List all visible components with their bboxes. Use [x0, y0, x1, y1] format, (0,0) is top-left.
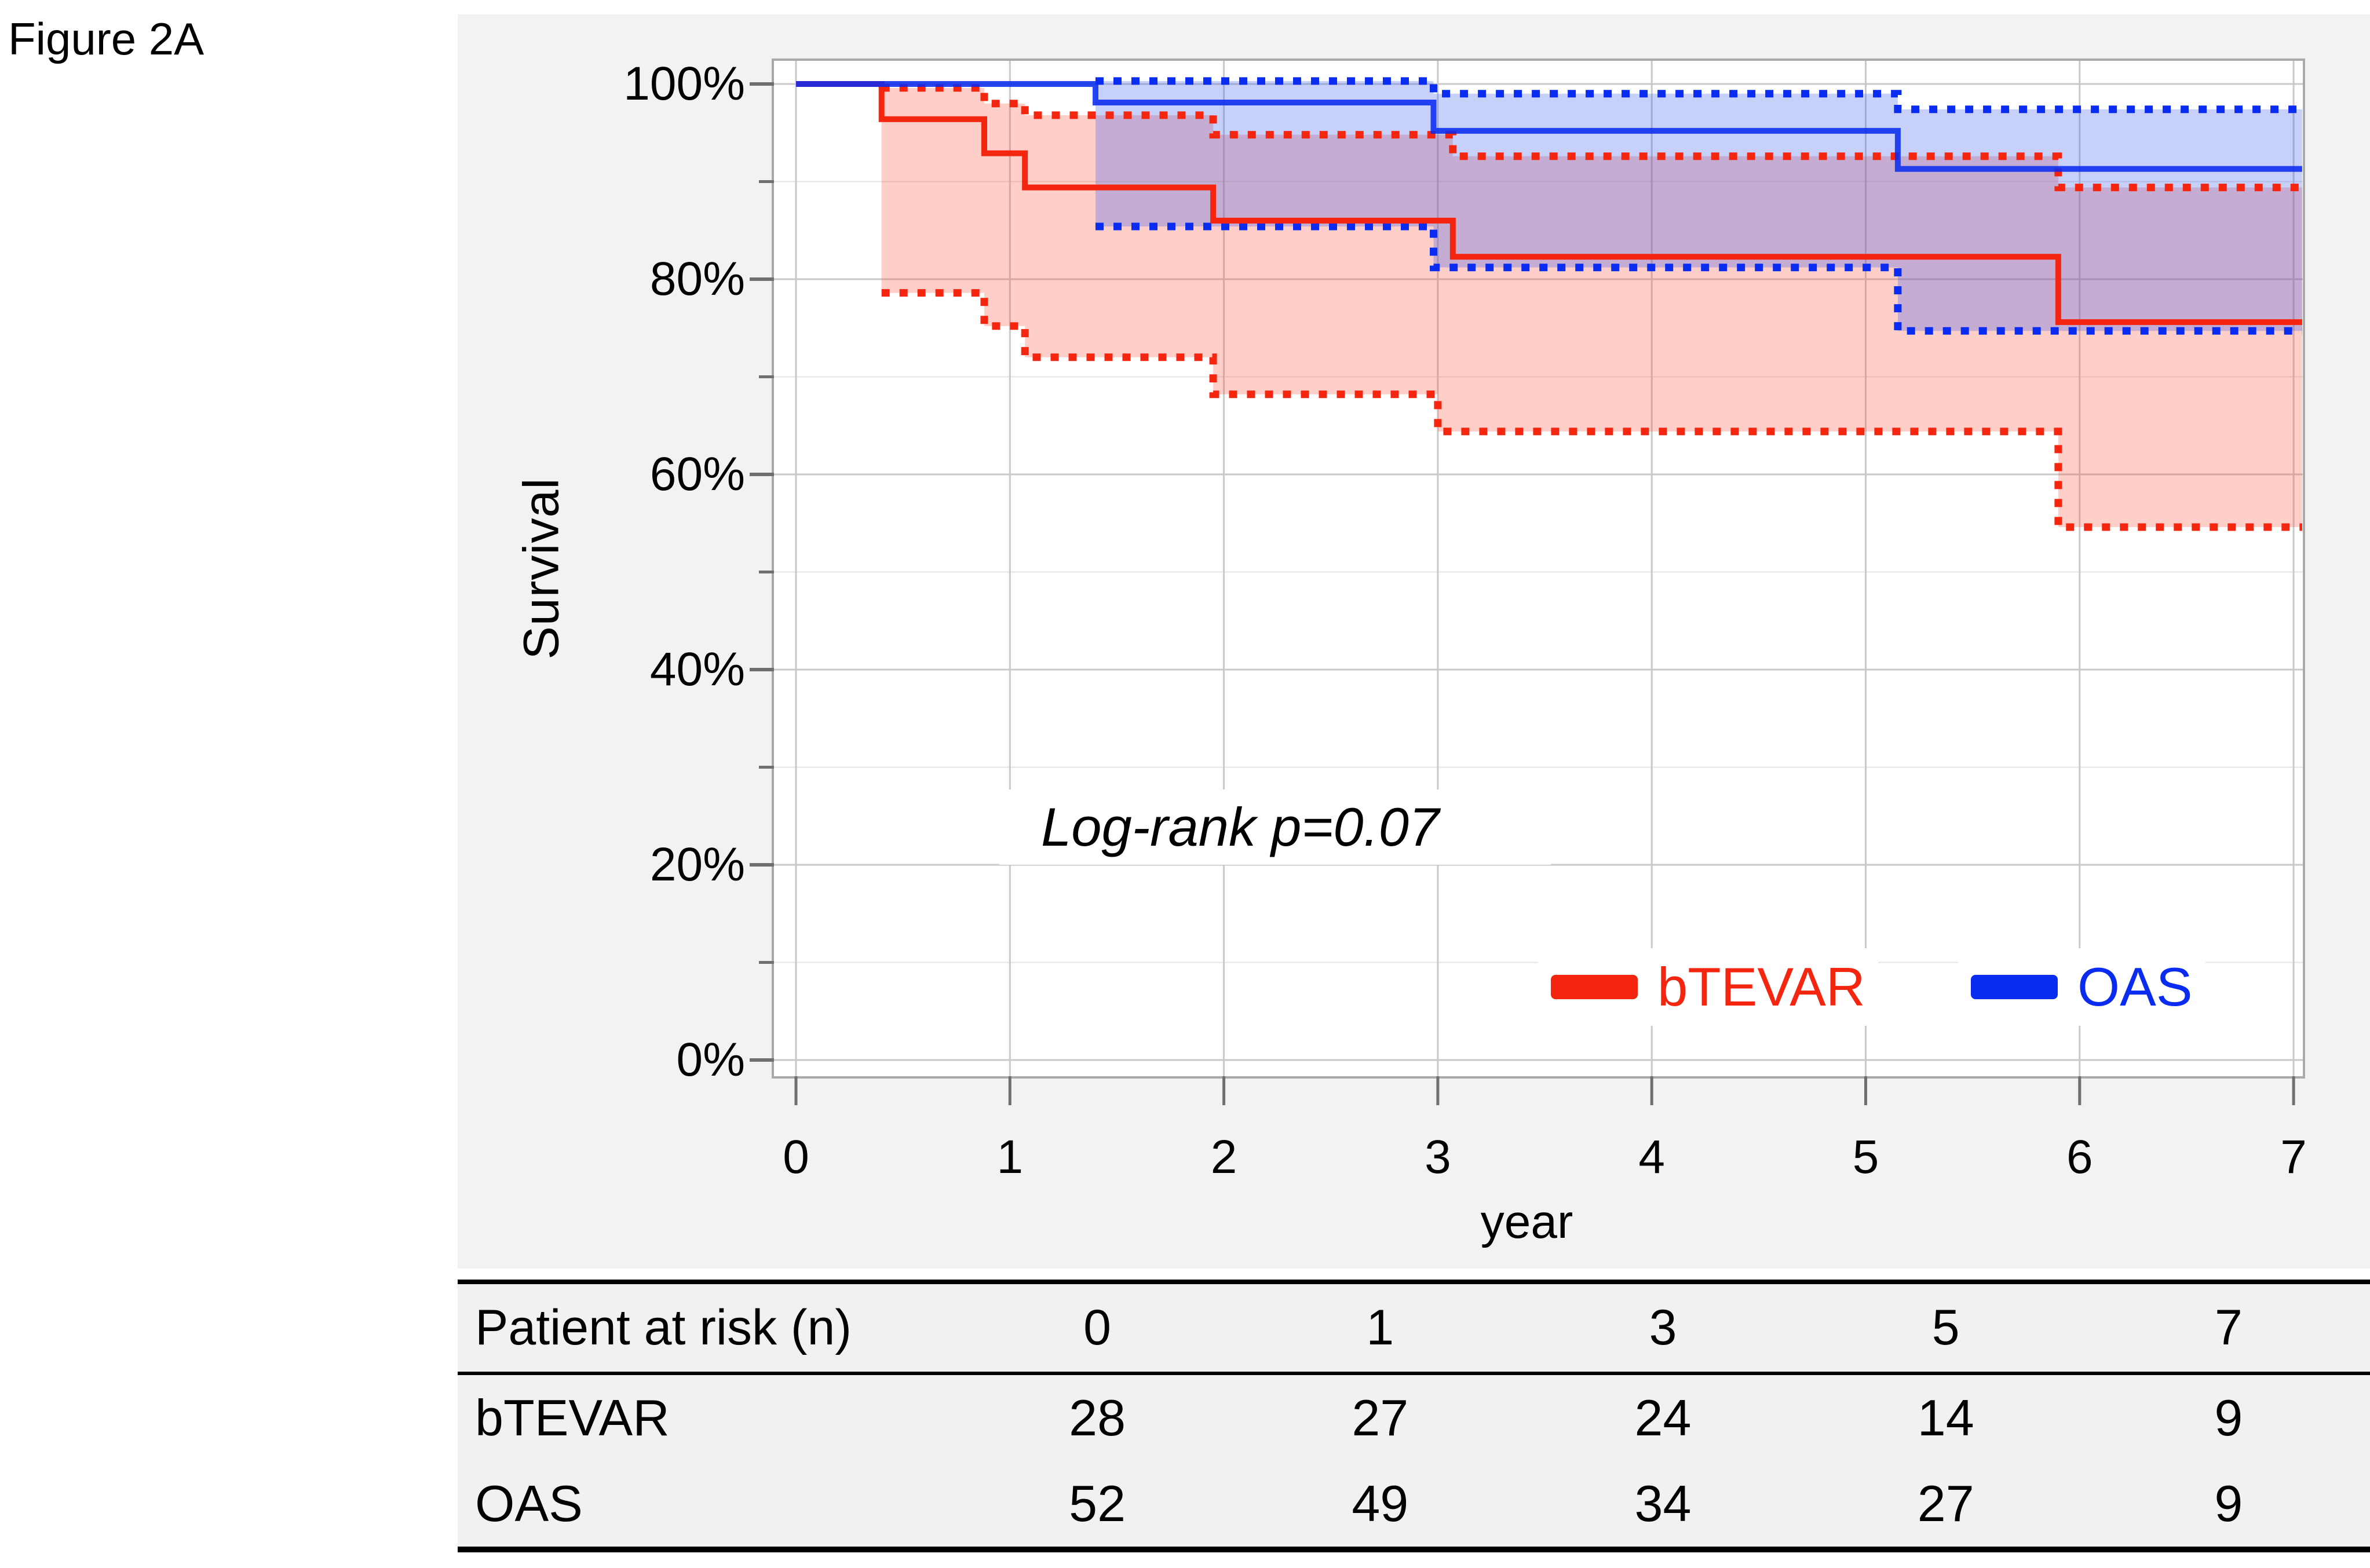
risk-table-time-col: 7 [2214, 1300, 2243, 1355]
ci-lower-bTEVAR [881, 289, 2302, 531]
risk-count: 27 [1352, 1389, 1409, 1446]
risk-count: 49 [1352, 1475, 1409, 1532]
y-axis-title-wrap: Survival [492, 61, 591, 1076]
ci-upper-bTEVAR [881, 84, 2302, 192]
y-tick-label: 20% [649, 838, 745, 891]
x-tick-label: 2 [1210, 1131, 1237, 1183]
risk-row-label: bTEVAR [475, 1389, 670, 1446]
x-tick-label: 3 [1425, 1131, 1451, 1183]
y-tick-label: 100% [623, 57, 745, 110]
x-axis-title: year [1480, 1196, 1573, 1248]
figure-title: Figure 2A [8, 13, 205, 64]
y-tick-label: 40% [649, 643, 745, 696]
y-tick-label: 80% [649, 253, 745, 305]
risk-table-body: bTEVAR 28 27 24 14 9 OAS 52 49 34 27 9 [458, 1375, 2370, 1547]
risk-table-time-col: 5 [1931, 1300, 1960, 1355]
risk-table-time-col: 0 [1083, 1300, 1112, 1355]
x-tick-label: 4 [1638, 1131, 1665, 1183]
x-tick-label: 6 [2066, 1131, 2093, 1183]
risk-table-time-col: 3 [1649, 1300, 1677, 1355]
x-tick-label: 1 [996, 1131, 1024, 1183]
plot-area [750, 59, 2305, 1105]
annotation-logrank: Log-rank p=0.07 [999, 790, 1551, 865]
risk-count: 52 [1069, 1475, 1126, 1532]
x-tick-label: 5 [1852, 1131, 1879, 1183]
ci-band-bTEVAR [881, 87, 2302, 527]
x-tick-label: 7 [2280, 1131, 2307, 1183]
y-axis-title: Survival [513, 477, 569, 660]
risk-count: 34 [1634, 1475, 1692, 1532]
legend-label-OAS: OAS [2077, 956, 2193, 1017]
x-tick-label: 0 [783, 1131, 809, 1183]
km-line-OAS [796, 81, 2302, 172]
legend-swatch-bTEVAR [1551, 975, 1638, 999]
y-tick-label: 0% [676, 1033, 745, 1086]
legend-item-OAS: OAS [1958, 948, 2205, 1026]
risk-count: 9 [2214, 1389, 2243, 1446]
km-line-bTEVAR [796, 81, 2302, 326]
ci-lower-OAS [1095, 222, 2302, 335]
ci-upper-OAS [1095, 77, 2302, 114]
risk-table-row-bTEVAR: bTEVAR 28 27 24 14 9 [458, 1375, 2370, 1461]
legend-label-bTEVAR: bTEVAR [1657, 956, 1865, 1017]
risk-count: 9 [2214, 1475, 2243, 1532]
risk-table-title: Patient at risk (n) [475, 1300, 852, 1355]
risk-table: Patient at risk (n) 0 1 3 5 7 bTEVAR 28 27 24 14 9… [458, 1280, 2370, 1552]
risk-count: 14 [1917, 1389, 1974, 1446]
risk-table-time-col: 1 [1366, 1300, 1394, 1355]
risk-table-row-OAS: OAS 52 49 34 27 9 [458, 1461, 2370, 1547]
legend-item-bTEVAR: bTEVAR [1538, 948, 1878, 1026]
risk-count: 24 [1634, 1389, 1692, 1446]
ci-band-OAS [1095, 81, 2302, 331]
risk-table-header-row: Patient at risk (n) 0 1 3 5 7 [458, 1284, 2370, 1375]
risk-count: 28 [1069, 1389, 1126, 1446]
chart-panel: 0% 20% 40% 60% 80% 100% 0 1 2 3 4 5 6 7 Survival yea… [458, 14, 2370, 1269]
risk-row-label: OAS [475, 1475, 583, 1532]
km-plot-svg [750, 61, 2303, 1105]
y-tick-label: 60% [649, 448, 745, 500]
legend-swatch-OAS [1971, 975, 2058, 999]
risk-count: 27 [1917, 1475, 1974, 1532]
